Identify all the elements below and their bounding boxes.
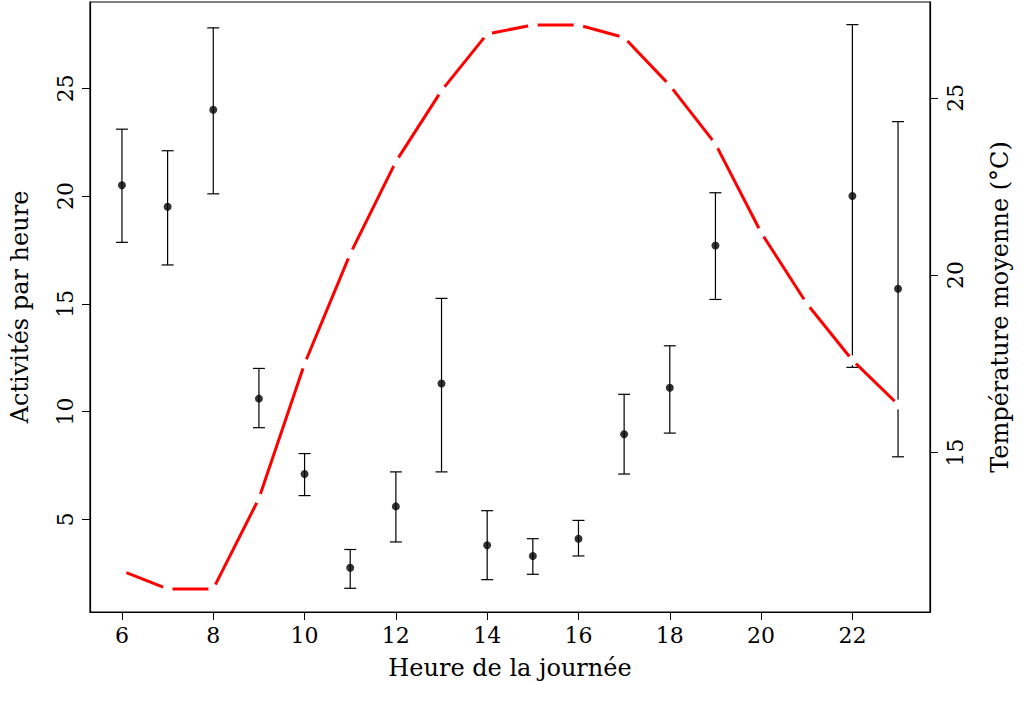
svg-text:16: 16 [564, 623, 592, 648]
svg-text:5: 5 [53, 512, 78, 526]
svg-text:10: 10 [291, 623, 319, 648]
svg-text:25: 25 [53, 74, 78, 102]
svg-text:18: 18 [656, 623, 684, 648]
svg-text:20: 20 [747, 623, 775, 648]
svg-text:10: 10 [53, 398, 78, 426]
svg-text:6: 6 [115, 623, 129, 648]
svg-text:Heure de la journée: Heure de la journée [388, 654, 631, 682]
svg-text:Activités par heure: Activités par heure [6, 191, 34, 425]
svg-text:14: 14 [473, 623, 501, 648]
svg-text:20: 20 [53, 182, 78, 210]
svg-text:15: 15 [943, 438, 968, 466]
svg-text:22: 22 [838, 623, 866, 648]
svg-text:20: 20 [943, 261, 968, 289]
svg-text:Température moyenne (°C): Température moyenne (°C) [986, 141, 1014, 473]
svg-text:8: 8 [206, 623, 220, 648]
svg-text:15: 15 [53, 290, 78, 318]
svg-text:12: 12 [382, 623, 410, 648]
svg-text:25: 25 [943, 84, 968, 112]
